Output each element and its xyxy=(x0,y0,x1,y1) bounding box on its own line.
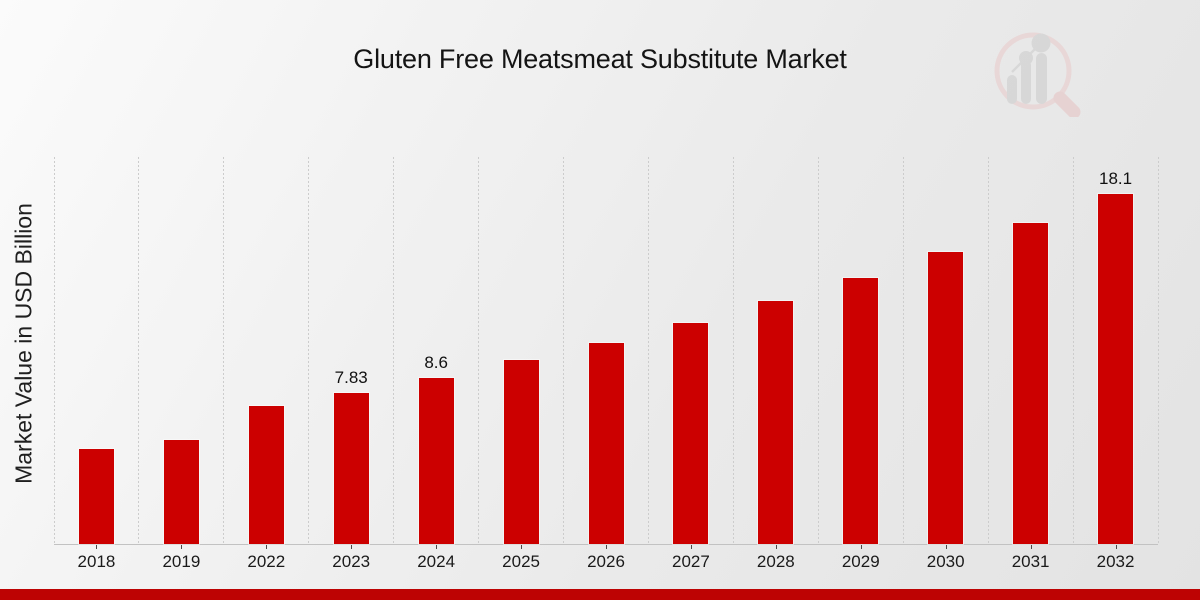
y-axis-label: Market Value in USD Billion xyxy=(10,203,37,484)
magnifier-lens-icon xyxy=(994,32,1072,110)
trend-dot-icon xyxy=(1019,51,1033,65)
x-tick-label-2029: 2029 xyxy=(841,552,880,571)
x-tick-2023 xyxy=(351,545,353,549)
x-tick-2019 xyxy=(181,545,183,549)
x-tick-label-2023: 2023 xyxy=(332,552,371,571)
x-tick-label-2026: 2026 xyxy=(587,552,625,571)
gridline xyxy=(308,157,310,544)
x-axis-line xyxy=(54,544,1158,545)
gridline xyxy=(817,157,819,544)
bar-2032 xyxy=(1098,193,1134,544)
trend-dot-large-icon xyxy=(1031,33,1051,53)
bar-2025 xyxy=(503,360,539,544)
gridline xyxy=(563,157,565,544)
brand-logo-watermark-icon xyxy=(994,32,1081,117)
gridline xyxy=(393,157,395,544)
x-tick-label-2028: 2028 xyxy=(756,552,795,571)
x-tick-label-2019: 2019 xyxy=(162,552,201,571)
gridline xyxy=(53,157,55,544)
x-tick-label-2030: 2030 xyxy=(926,552,965,571)
bar-2024 xyxy=(418,377,454,544)
value-label-2024: 8.6 xyxy=(424,352,448,372)
bar-2027 xyxy=(673,323,709,544)
x-tick-label-2022: 2022 xyxy=(247,552,286,571)
bar-2029 xyxy=(843,278,879,544)
gridline xyxy=(647,157,649,544)
x-tick-2022 xyxy=(266,545,268,549)
gridline xyxy=(732,157,734,544)
x-tick-label-2031: 2031 xyxy=(1011,552,1050,571)
gridline xyxy=(1072,157,1074,544)
x-tick-2024 xyxy=(436,545,438,549)
plot-area: 2018 2019 2022 2023 7.83 2024 8.6 2025 2026 2027 2… xyxy=(53,157,1159,571)
x-tick-2030 xyxy=(945,545,947,549)
x-tick-2031 xyxy=(1030,545,1032,549)
logo-bar-large-icon xyxy=(1036,53,1047,104)
bar-2023 xyxy=(333,392,369,544)
value-label-2032: 18.1 xyxy=(1098,168,1133,188)
x-tick-label-2025: 2025 xyxy=(502,552,540,571)
x-tick-2026 xyxy=(606,545,607,549)
value-label-2023: 7.83 xyxy=(334,367,368,387)
x-tick-label-2024: 2024 xyxy=(417,552,456,571)
bar-2030 xyxy=(928,252,964,544)
x-tick-2025 xyxy=(521,545,523,549)
gridline xyxy=(902,157,904,544)
gridline xyxy=(138,157,140,544)
x-tick-2028 xyxy=(775,545,777,549)
x-tick-label-2027: 2027 xyxy=(671,552,710,571)
bar-2022 xyxy=(248,405,284,544)
logo-bar-medium-icon xyxy=(1021,60,1031,104)
bar-2026 xyxy=(588,343,624,544)
bar-2031 xyxy=(1013,223,1049,544)
bar-2019 xyxy=(163,439,199,544)
x-tick-2027 xyxy=(690,545,692,549)
gridline xyxy=(478,157,480,544)
x-tick-2032 xyxy=(1115,545,1117,549)
bar-2028 xyxy=(758,301,794,544)
x-tick-label-2032: 2032 xyxy=(1096,552,1135,571)
x-tick-2018 xyxy=(96,545,98,549)
gridline xyxy=(1157,157,1159,544)
gridline xyxy=(987,157,989,544)
x-tick-2029 xyxy=(860,545,862,549)
magnifier-handle-icon xyxy=(1053,91,1081,117)
logo-bar-small-icon xyxy=(1007,75,1017,104)
gridline xyxy=(223,157,225,544)
bottom-accent-strip xyxy=(0,589,1200,600)
x-tick-label-2018: 2018 xyxy=(77,552,116,571)
bar-2018 xyxy=(78,448,114,544)
chart-title: Gluten Free Meatsmeat Substitute Market xyxy=(353,44,847,74)
